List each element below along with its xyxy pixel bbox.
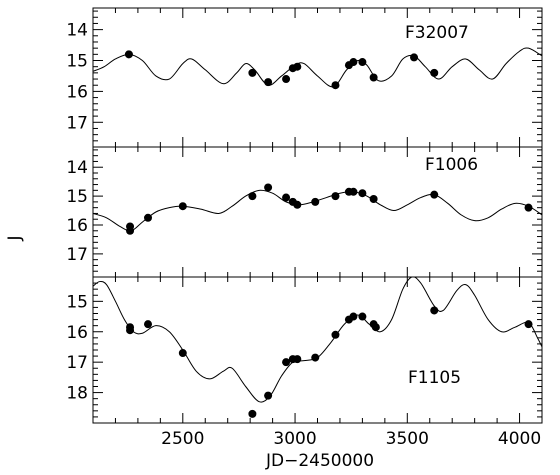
panel-f1105: 15 16 17 18 F1105 <box>66 276 543 424</box>
panels: 14 15 16 17 F32007 14 15 16 17 F1006 15 16 17 18 F1105 <box>66 7 543 424</box>
data-point <box>369 195 378 203</box>
data-point <box>124 50 133 59</box>
data-point <box>430 68 439 77</box>
data-point <box>311 197 320 206</box>
data-point <box>293 200 302 209</box>
y-tick-label: 15 <box>66 52 88 72</box>
panel-label: F32007 <box>405 23 469 43</box>
data-point <box>358 312 367 321</box>
data-point <box>331 192 340 201</box>
data-point <box>349 187 358 196</box>
data-point <box>282 193 291 202</box>
panel-frame <box>92 276 543 424</box>
panel-label: F1105 <box>408 368 461 388</box>
y-tick-label: 14 <box>66 21 88 41</box>
data-point <box>349 312 358 321</box>
data-point <box>524 203 533 212</box>
data-point <box>264 183 273 192</box>
data-point <box>178 349 187 358</box>
y-axis-label: J <box>5 235 25 241</box>
x-tick-label: 4000 <box>498 429 541 449</box>
x-axis: 2500 3000 3500 4000 <box>161 429 541 449</box>
data-point <box>358 189 367 198</box>
data-point <box>264 78 273 87</box>
x-tick-label: 3500 <box>386 429 429 449</box>
data-point <box>248 192 257 201</box>
model-curve <box>93 47 542 88</box>
data-point <box>144 320 153 329</box>
panel-f1006: 14 15 16 17 F1006 <box>66 146 543 278</box>
y-tick-label: 17 <box>66 113 88 133</box>
data-point <box>331 81 340 90</box>
panel-frame <box>92 7 543 148</box>
data-point <box>410 53 419 62</box>
data-point <box>293 62 302 71</box>
y-tick-label: 17 <box>66 353 88 373</box>
y-tick-label: 15 <box>66 187 88 207</box>
y-tick-label: 14 <box>66 158 88 178</box>
data-point <box>430 306 439 315</box>
panel-label: F1006 <box>425 155 478 175</box>
y-tick-label: 18 <box>66 384 88 404</box>
data-point <box>178 202 187 211</box>
data-point <box>430 190 439 199</box>
x-tick-label: 3000 <box>273 429 316 449</box>
data-point <box>331 330 340 339</box>
model-curve <box>93 277 542 403</box>
y-tick-label: 15 <box>66 292 88 312</box>
data-point <box>524 320 533 329</box>
panel-f32007: 14 15 16 17 F32007 <box>66 7 543 148</box>
data-point <box>264 391 273 400</box>
data-point <box>126 326 135 335</box>
y-tick-label: 16 <box>66 323 88 343</box>
y-tick-label: 17 <box>66 245 88 265</box>
data-point <box>248 68 257 77</box>
y-tick-label: 16 <box>66 216 88 236</box>
y-tick-label: 16 <box>66 82 88 102</box>
data-point <box>349 58 358 67</box>
x-axis-label: JD−2450000 <box>265 451 374 471</box>
data-point <box>282 75 291 84</box>
data-point <box>248 409 257 418</box>
data-point <box>144 213 153 222</box>
data-point <box>311 353 320 362</box>
data-point <box>358 58 367 67</box>
x-tick-label: 2500 <box>161 429 204 449</box>
model-curve <box>93 189 542 232</box>
data-point <box>126 226 135 235</box>
data-point <box>293 355 302 364</box>
data-point <box>371 323 380 332</box>
data-point <box>282 358 291 367</box>
data-point <box>369 73 378 82</box>
